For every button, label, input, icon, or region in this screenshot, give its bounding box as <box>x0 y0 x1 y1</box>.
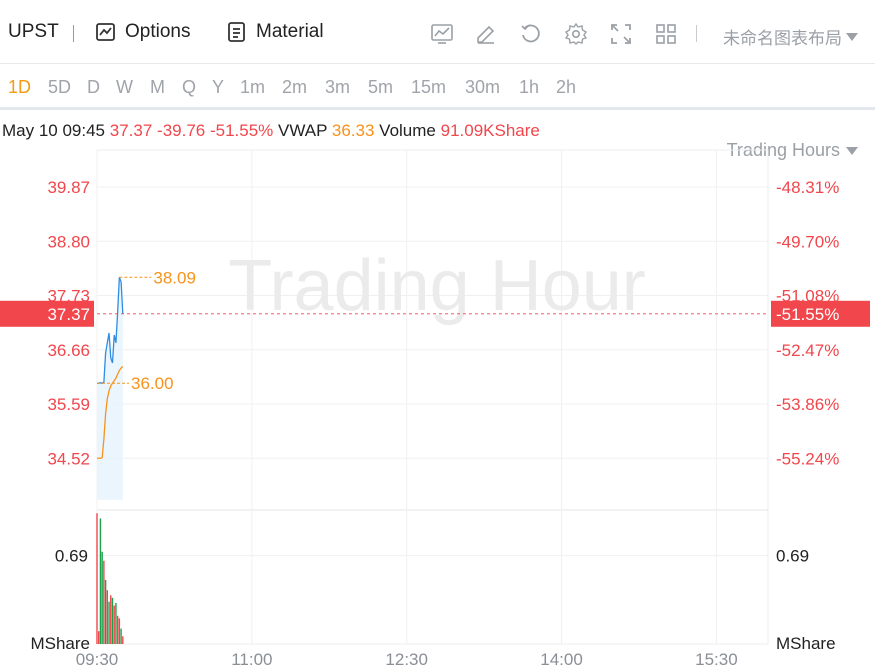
price-tick-label: 37.73 <box>47 287 90 306</box>
material-label: Material <box>256 21 324 42</box>
material-button[interactable]: Material <box>226 21 324 43</box>
caret-down-icon <box>846 146 858 155</box>
volume-bar <box>111 597 114 644</box>
fullscreen-icon[interactable] <box>609 22 633 46</box>
time-tick-label: 09:30 <box>76 650 119 669</box>
price-line <box>97 277 124 384</box>
time-tick-label: 12:30 <box>385 650 428 669</box>
indicator-icon[interactable] <box>430 22 454 46</box>
period-tab-2m[interactable]: 2m <box>282 77 308 97</box>
volume-tick-label-right: 0.69 <box>776 547 809 566</box>
intraday-chart[interactable]: Trading Hour 38.09 36.00 39.87 -48.31% 38.8… <box>0 148 875 672</box>
vwap-label: VWAP <box>278 121 328 140</box>
options-label: Options <box>125 21 191 42</box>
draw-icon[interactable] <box>474 22 498 46</box>
layout-grid-icon[interactable] <box>654 22 678 46</box>
pct-tick-label: -52.47% <box>776 341 839 360</box>
settings-icon[interactable] <box>564 22 588 46</box>
toolbar-divider-right <box>696 25 697 42</box>
quote-price: 37.37 <box>109 121 153 140</box>
price-tick-label: 35.59 <box>47 395 90 414</box>
volume-bar <box>118 618 121 644</box>
pct-tick-label: -49.70% <box>776 232 839 251</box>
volume-bar <box>106 590 109 644</box>
pct-tick-label: -55.24% <box>776 449 839 468</box>
volume-bar <box>120 628 122 644</box>
volume-value: 91.09KShare <box>440 121 540 140</box>
chart-watermark: Trading Hour <box>228 246 646 326</box>
options-chart-icon <box>96 23 115 41</box>
period-tab-2h[interactable]: 2h <box>556 77 577 97</box>
volume-bar <box>108 601 110 644</box>
period-tab-m[interactable]: M <box>150 77 165 97</box>
period-tab-y[interactable]: Y <box>212 77 225 97</box>
volume-bar <box>116 615 119 644</box>
caret-down-icon <box>846 32 858 41</box>
volume-bar <box>96 513 98 644</box>
period-tab-15m[interactable]: 15m <box>411 77 447 97</box>
price-tick-label: 38.80 <box>47 232 90 251</box>
volume-bar <box>122 636 124 644</box>
chart-plot: 38.09 36.00 <box>96 268 768 644</box>
volume-bar <box>101 551 103 644</box>
volume-bar <box>103 560 105 644</box>
period-tab-3m[interactable]: 3m <box>325 77 351 97</box>
trading-hours-label: Trading Hours <box>726 140 840 160</box>
volume-bar <box>115 602 117 644</box>
price-tick-label: 39.87 <box>47 178 90 197</box>
period-tab-5d[interactable]: 5D <box>48 77 72 97</box>
period-tab-1h[interactable]: 1h <box>519 77 540 97</box>
chart-toolbar: UPST Options Material 未命名图表布局 <box>0 0 875 64</box>
quote-change-pct: -51.55% <box>209 121 274 140</box>
period-tab-30m[interactable]: 30m <box>465 77 501 97</box>
volume-unit-label: MShare <box>30 634 90 653</box>
period-tab-1m[interactable]: 1m <box>240 77 266 97</box>
volume-bar <box>113 605 115 644</box>
current-price-tag <box>0 300 94 327</box>
document-icon <box>228 22 245 42</box>
time-tick-label: 14:00 <box>540 650 583 669</box>
chart-grid <box>96 149 769 645</box>
annotation-label-low: 36.00 <box>131 374 174 393</box>
reset-icon[interactable] <box>519 22 543 46</box>
layout-select[interactable]: 未命名图表布局 <box>723 24 858 49</box>
current-pct-tag <box>771 300 870 327</box>
quote-info-bar: May 10 09:45 37.37 -39.76 -51.55% VWAP 3… <box>2 121 540 141</box>
quote-change: -39.76 <box>157 121 206 140</box>
volume-bar <box>99 518 102 644</box>
volume-tick-label: 0.69 <box>55 547 88 566</box>
volume-unit-label-right: MShare <box>776 634 836 653</box>
annotation-label-high: 38.09 <box>153 268 196 287</box>
toolbar-divider <box>73 25 74 42</box>
volume-bar <box>98 631 100 644</box>
vwap-line <box>97 366 124 459</box>
volume-bar <box>110 595 112 644</box>
chart-axes: 39.87 -48.31% 38.80 -49.70% 37.73 -51.08% 36.6… <box>0 178 870 669</box>
options-button[interactable]: Options <box>95 21 190 43</box>
time-tick-label: 11:00 <box>231 650 272 669</box>
price-tick-label: 34.52 <box>47 449 90 468</box>
ticker-symbol[interactable]: UPST <box>8 21 59 42</box>
period-tab-5m[interactable]: 5m <box>368 77 394 97</box>
period-tab-d[interactable]: D <box>87 77 100 97</box>
plot-frame <box>96 149 769 645</box>
pct-tick-label: -51.08% <box>776 287 839 306</box>
period-tab-w[interactable]: W <box>116 77 133 97</box>
period-tab-q[interactable]: Q <box>182 77 197 97</box>
period-toolbar: 1D 5D D W M Q Y 1m 2m 3m 5m 15m 30m 1h 2h Trading Hour… <box>0 64 875 160</box>
period-tab-1d[interactable]: 1D <box>8 77 32 97</box>
current-pct-label: -51.55% <box>776 305 839 324</box>
pct-tick-label: -53.86% <box>776 395 839 414</box>
volume-label: Volume <box>379 121 436 140</box>
vwap-value: 36.33 <box>331 121 375 140</box>
pct-tick-label: -48.31% <box>776 178 839 197</box>
quote-datetime: May 10 09:45 <box>2 121 106 140</box>
current-price-label: 37.37 <box>47 305 90 324</box>
layout-select-label: 未命名图表布局 <box>723 29 842 48</box>
time-tick-label: 15:30 <box>695 650 738 669</box>
trading-hours-select[interactable]: Trading Hours <box>727 140 858 161</box>
price-tick-label: 36.66 <box>47 341 90 360</box>
volume-bar <box>104 579 107 644</box>
